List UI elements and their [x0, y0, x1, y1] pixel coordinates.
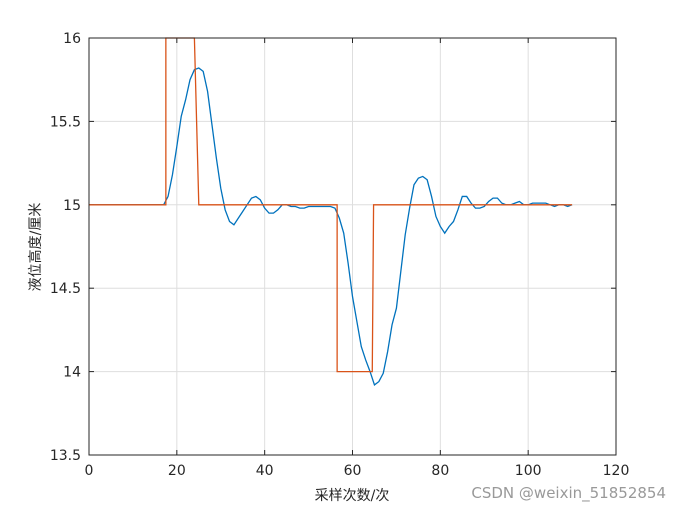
axes-box: [88, 37, 617, 456]
y-axis-label: 液位高度/厘米: [27, 203, 44, 292]
x-tick-label: 0: [85, 463, 94, 479]
y-tick-label: 16: [63, 31, 81, 47]
x-tick-label: 80: [431, 463, 449, 479]
x-tick-label: 100: [515, 463, 542, 479]
data-line: [89, 37, 573, 373]
x-tick-label: 40: [256, 463, 274, 479]
y-tick-label: 15: [63, 198, 81, 214]
data-line: [89, 67, 573, 387]
y-tick-label: 14.5: [50, 281, 81, 297]
y-tick-label: 15.5: [50, 114, 81, 130]
watermark: CSDN @weixin_51852854: [471, 484, 666, 503]
x-tick-label: 20: [168, 463, 186, 479]
x-axis-label: 采样次数/次: [315, 488, 390, 504]
x-tick-label: 60: [344, 463, 362, 479]
y-tick-label: 14: [63, 365, 81, 381]
y-tick-label: 13.5: [50, 448, 81, 464]
x-tick-label: 120: [603, 463, 630, 479]
